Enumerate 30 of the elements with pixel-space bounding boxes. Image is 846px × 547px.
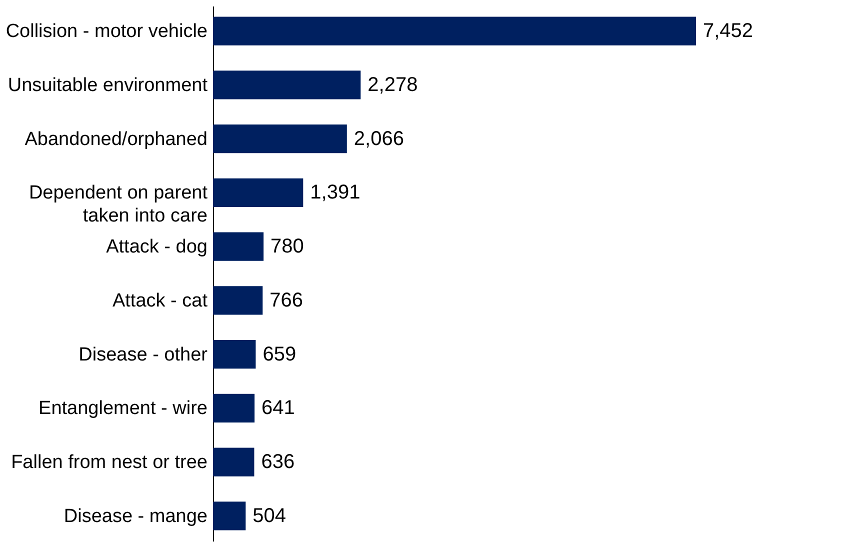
y-tick-label: Unsuitable environment — [8, 74, 208, 96]
y-tick-label: Attack - dog — [106, 236, 208, 258]
data-label: 641 — [262, 397, 295, 420]
bar — [213, 340, 256, 369]
bar — [213, 502, 246, 530]
data-label: 766 — [270, 289, 304, 312]
y-tick-label: Entanglement - wire — [38, 398, 208, 420]
data-label: 504 — [252, 504, 286, 527]
data-label: 1,391 — [310, 182, 360, 204]
y-tick-label: Fallen from nest or tree — [11, 452, 208, 474]
y-tick-label: Attack - cat — [112, 290, 208, 312]
bar — [213, 448, 254, 476]
bar — [213, 70, 361, 100]
bar — [213, 232, 264, 261]
data-label: 7,452 — [703, 20, 754, 42]
bar — [213, 16, 696, 46]
bar — [213, 124, 347, 154]
bar — [213, 286, 263, 315]
data-label: 2,066 — [354, 128, 404, 150]
data-label: 2,278 — [368, 74, 418, 96]
bar — [213, 394, 255, 422]
y-tick-label: Disease - other — [78, 344, 208, 366]
y-tick-label: Abandoned/orphaned — [24, 128, 208, 150]
bar — [213, 178, 304, 207]
data-label: 659 — [262, 343, 296, 366]
y-tick-label: Dependent on parent taken into care — [28, 182, 208, 227]
y-tick-label: Disease - mange — [64, 506, 208, 527]
y-tick-label: Collision - motor vehicle — [6, 21, 208, 42]
data-label: 636 — [261, 451, 295, 474]
data-label: 780 — [270, 236, 304, 258]
